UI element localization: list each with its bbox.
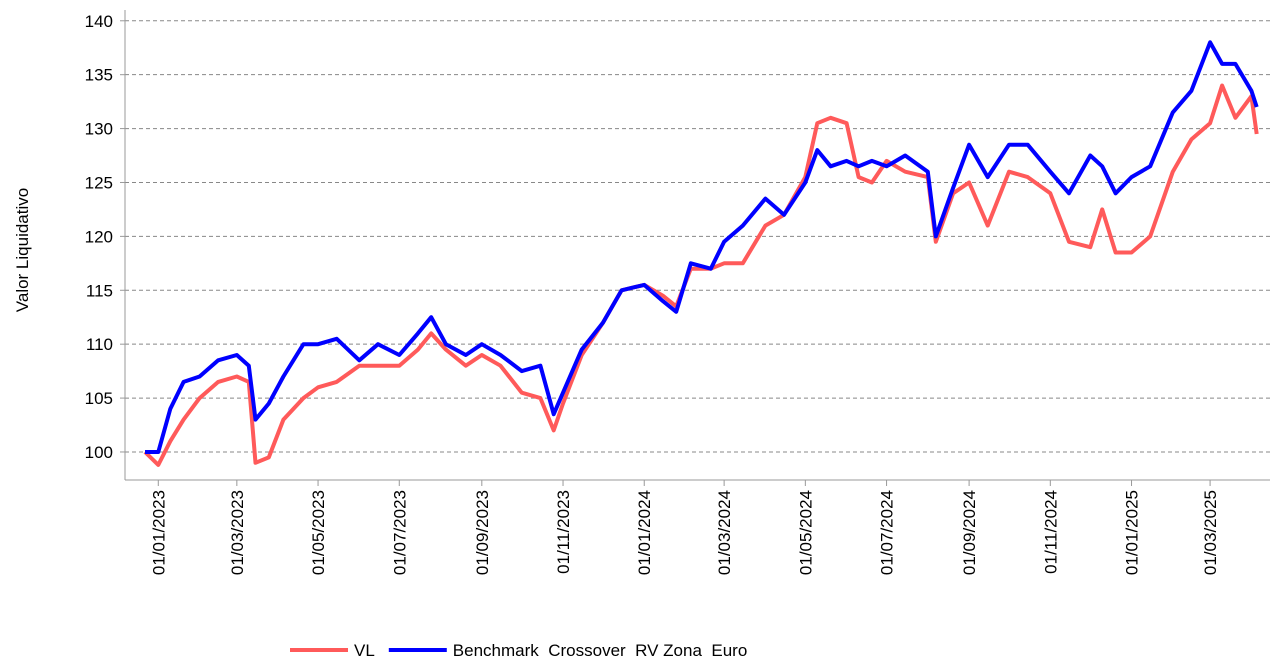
x-tick-label: 01/11/2023 [554, 490, 573, 574]
x-tick-label: 01/01/2023 [149, 490, 168, 575]
legend-label: Benchmark Crossover RV Zona Euro [453, 641, 747, 660]
series-line [143, 83, 1259, 467]
series-line [145, 40, 1259, 454]
y-tick-label: 135 [85, 66, 113, 85]
y-tick-label: 130 [85, 120, 113, 139]
x-tick-label: 01/03/2023 [228, 490, 247, 575]
x-tick-label: 01/11/2024 [1041, 490, 1060, 574]
y-tick-label: 125 [85, 173, 113, 192]
y-tick-label: 110 [86, 335, 113, 354]
x-tick-label: 01/05/2024 [796, 490, 815, 575]
x-tick-label: 01/07/2024 [878, 490, 897, 575]
x-tick-label: 01/03/2024 [715, 490, 734, 575]
x-tick-label: 01/07/2023 [390, 490, 409, 575]
x-tick-label: 01/09/2023 [473, 490, 492, 575]
x-tick-label: 01/05/2023 [309, 490, 328, 575]
y-tick-label: 115 [86, 281, 113, 300]
legend-label: VL [354, 641, 375, 660]
x-tick-label: 01/03/2025 [1201, 490, 1220, 575]
y-tick-label: 120 [85, 227, 113, 246]
x-tick-label: 01/01/2025 [1123, 490, 1142, 575]
y-tick-label: 105 [85, 389, 113, 408]
y-axis-label: Valor Liquidativo [13, 188, 32, 312]
x-tick-label: 01/09/2024 [960, 490, 979, 575]
y-tick-label: 140 [85, 12, 113, 31]
y-tick-label: 100 [85, 443, 113, 462]
x-tick-label: 01/01/2024 [635, 490, 654, 575]
